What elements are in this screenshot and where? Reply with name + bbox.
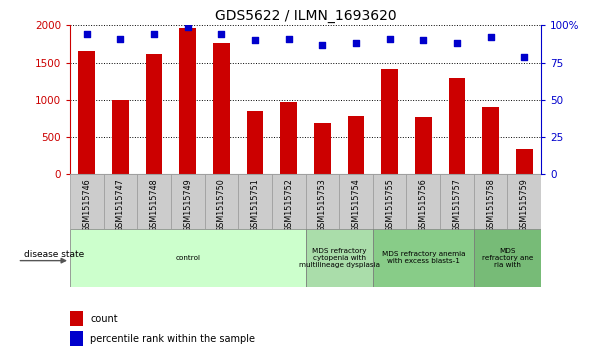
Bar [474, 174, 508, 229]
Point [418, 37, 428, 43]
Point [351, 40, 361, 46]
Text: control: control [175, 255, 200, 261]
Bar [179, 28, 196, 174]
Text: GSM1515757: GSM1515757 [452, 179, 461, 232]
Bar [70, 229, 305, 287]
Bar [407, 174, 440, 229]
Bar [213, 43, 230, 174]
Text: percentile rank within the sample: percentile rank within the sample [90, 334, 255, 344]
Text: MDS
refractory ane
ria with: MDS refractory ane ria with [482, 248, 533, 268]
Bar [238, 174, 272, 229]
Title: GDS5622 / ILMN_1693620: GDS5622 / ILMN_1693620 [215, 9, 396, 23]
Point [250, 37, 260, 43]
Bar [204, 174, 238, 229]
Text: disease state: disease state [24, 250, 85, 259]
Bar [482, 106, 499, 174]
Text: GSM1515748: GSM1515748 [150, 179, 159, 232]
Point [385, 36, 395, 42]
Point [284, 36, 294, 42]
Text: GSM1515751: GSM1515751 [250, 179, 260, 232]
Bar [70, 174, 103, 229]
Bar [103, 174, 137, 229]
Text: GSM1515752: GSM1515752 [284, 179, 293, 232]
Bar [381, 69, 398, 174]
Bar [373, 174, 407, 229]
Bar [348, 116, 364, 174]
Bar [508, 174, 541, 229]
Bar [415, 117, 432, 174]
Text: GSM1515753: GSM1515753 [318, 179, 327, 232]
Point [82, 32, 92, 37]
Point [486, 34, 496, 40]
Text: GSM1515758: GSM1515758 [486, 179, 495, 232]
Point [317, 42, 327, 48]
Bar [314, 123, 331, 174]
Text: GSM1515755: GSM1515755 [385, 179, 394, 232]
Text: GSM1515747: GSM1515747 [116, 179, 125, 232]
Text: MDS refractory
cytopenia with
multilineage dysplasia: MDS refractory cytopenia with multilinea… [299, 248, 379, 268]
Text: GSM1515746: GSM1515746 [82, 179, 91, 232]
Bar [78, 52, 95, 174]
Bar [171, 174, 204, 229]
Bar [247, 111, 263, 174]
Bar [137, 174, 171, 229]
Text: count: count [90, 314, 118, 323]
Bar [272, 174, 305, 229]
Text: GSM1515759: GSM1515759 [520, 179, 529, 232]
Bar [373, 229, 474, 287]
Point [149, 32, 159, 37]
Bar [112, 100, 129, 174]
Text: GSM1515750: GSM1515750 [217, 179, 226, 232]
Bar [440, 174, 474, 229]
Bar [339, 174, 373, 229]
Bar [516, 149, 533, 174]
Bar [474, 229, 541, 287]
Bar [280, 102, 297, 174]
Bar [305, 229, 373, 287]
Text: MDS refractory anemia
with excess blasts-1: MDS refractory anemia with excess blasts… [382, 251, 465, 264]
Bar [70, 311, 83, 326]
Text: GSM1515749: GSM1515749 [183, 179, 192, 232]
Bar [70, 331, 83, 346]
Bar [305, 174, 339, 229]
Point [519, 54, 529, 60]
Bar [146, 54, 162, 174]
Text: GSM1515754: GSM1515754 [351, 179, 361, 232]
Text: GSM1515756: GSM1515756 [419, 179, 428, 232]
Point [183, 24, 193, 30]
Point [452, 40, 462, 46]
Point [216, 32, 226, 37]
Point [116, 36, 125, 42]
Bar [449, 78, 465, 174]
